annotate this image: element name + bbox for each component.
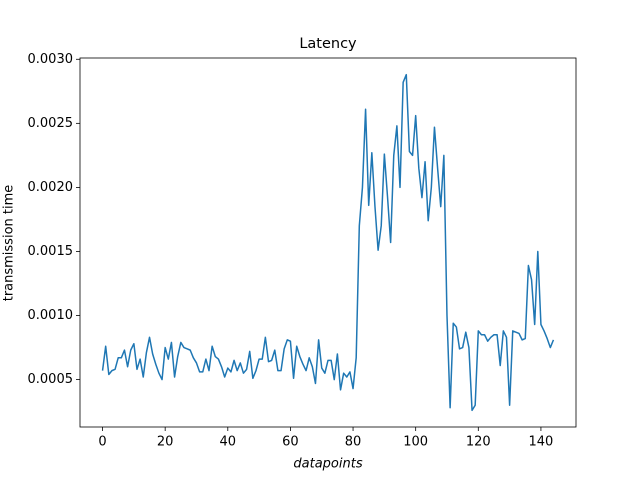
x-tick-label: 120 xyxy=(466,435,491,450)
x-tick-label: 0 xyxy=(98,435,106,450)
y-axis-label: transmission time xyxy=(2,185,17,302)
x-tick-label: 140 xyxy=(529,435,554,450)
x-tick-label: 20 xyxy=(157,435,174,450)
y-tick-label: 0.0030 xyxy=(28,52,74,67)
x-axis-label: datapoints xyxy=(293,457,362,472)
x-tick-label: 60 xyxy=(282,435,299,450)
y-tick-label: 0.0005 xyxy=(28,372,74,387)
chart-title: Latency xyxy=(299,36,357,52)
x-tick-label: 40 xyxy=(220,435,237,450)
x-tick-label: 100 xyxy=(403,435,428,450)
y-tick-label: 0.0015 xyxy=(28,244,74,259)
y-tick-label: 0.0025 xyxy=(28,116,74,131)
x-tick-label: 80 xyxy=(345,435,362,450)
y-tick-label: 0.0020 xyxy=(28,180,74,195)
data-line xyxy=(101,73,555,412)
y-tick-label: 0.0010 xyxy=(28,308,74,323)
plot-frame xyxy=(79,57,577,428)
